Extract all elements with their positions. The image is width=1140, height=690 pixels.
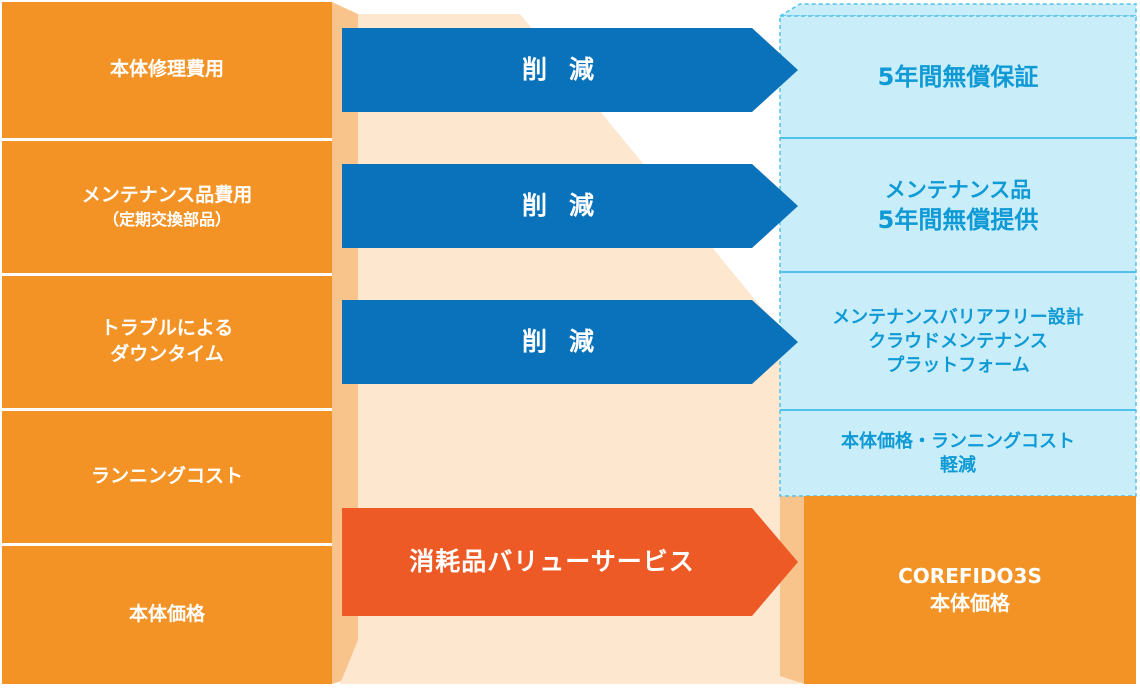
right-column: [777, 3, 1137, 684]
left-block-repair: [2, 2, 332, 138]
left-column: [2, 2, 332, 684]
arrow-reduce-1: [342, 28, 798, 112]
left-block-running-cost: [2, 411, 332, 543]
floor-band: [340, 640, 800, 684]
arrow-label-reduce-2: 削減: [521, 191, 616, 221]
arrow-label-reduce-1: 削減: [521, 55, 616, 85]
left-label-running-cost: ランニングコスト: [90, 465, 243, 488]
right-block-side: [780, 474, 804, 684]
left-block-maintenance: [2, 141, 332, 273]
right-block-cost: [804, 496, 1136, 684]
arrow-reduce-2: [342, 164, 798, 248]
right-label-barrier-free: メンテナンスバリアフリー設計 クラウドメンテナンス プラットフォーム: [832, 306, 1084, 377]
left-label-body-price: 本体価格: [128, 603, 205, 626]
left-block-downtime: [2, 276, 332, 408]
arrow-label-reduce-3: 削減: [521, 327, 616, 357]
right-label-corefido-price: COREFIDO3S 本体価格: [898, 564, 1042, 615]
left-label-downtime: トラブルによる ダウンタイム: [100, 317, 234, 365]
right-label-cost-reduction: 本体価格・ランニングコスト 軽減: [841, 430, 1075, 476]
arrow-reduce-3: [342, 300, 798, 384]
right-label-maintenance-free: メンテナンス品 5年間無償提供: [877, 177, 1039, 234]
right-top-bevel: [777, 3, 1137, 17]
right-label-warranty: 5年間無償保証: [877, 62, 1039, 91]
left-block-body-price: [2, 546, 332, 684]
right-panel: [779, 15, 1137, 497]
arrows: [342, 28, 798, 616]
arrow-service: [342, 508, 798, 616]
left-label-repair: 本体修理費用: [109, 58, 224, 81]
arrow-label-service: 消耗品バリューサービス: [409, 547, 695, 577]
left-label-maintenance: メンテナンス品費用 （定期交換部品）: [81, 184, 253, 230]
